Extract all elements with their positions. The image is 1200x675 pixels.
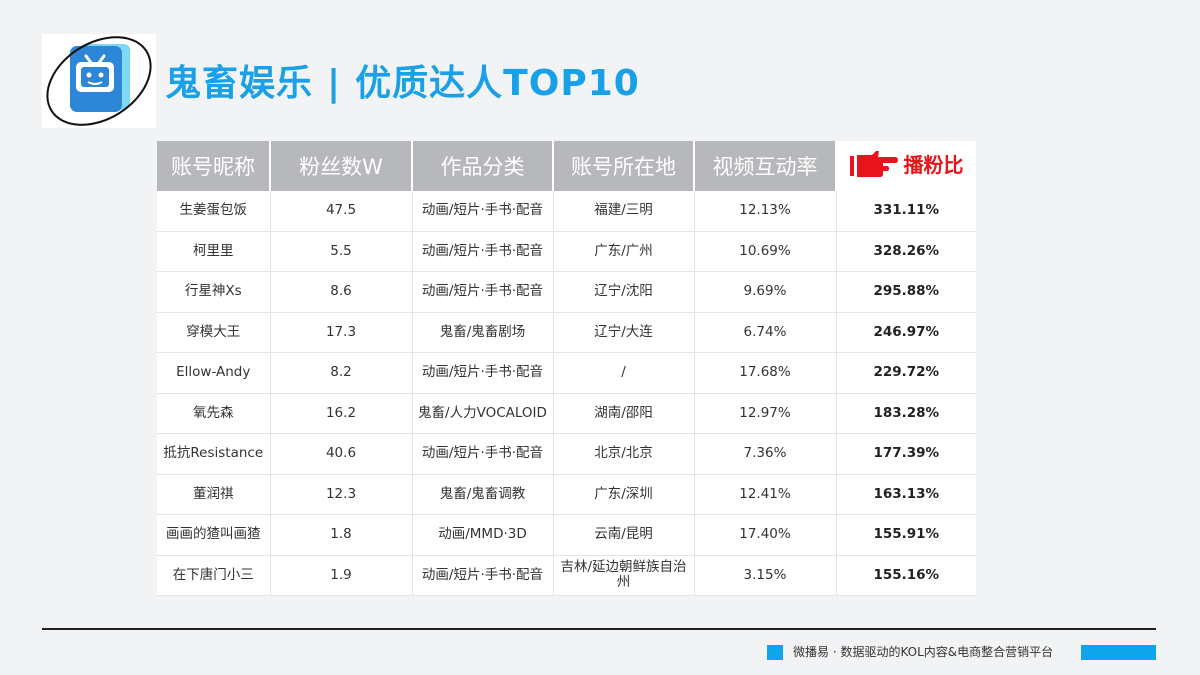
ratio-cell: 155.91%	[836, 514, 976, 556]
ratio-header-label: 播粉比	[903, 152, 964, 177]
table-header-row: 账号昵称 粉丝数W 作品分类 账号所在地 视频互动率 播粉比	[157, 141, 976, 191]
table-row: 在下唐门小三 1.9 动画/短片·手书·配音 吉林/延边朝鲜族自治州 3.15%…	[157, 555, 976, 596]
table-row: 画画的猹叫画猹 1.8 动画/MMD·3D 云南/昆明 17.40% 155.9…	[157, 514, 976, 556]
fans-cell: 1.9	[270, 555, 413, 596]
interaction-rate-cell: 10.69%	[694, 231, 837, 272]
category-logo	[42, 34, 156, 128]
category-cell: 鬼畜/人力VOCALOID	[412, 393, 554, 434]
location-cell: 云南/昆明	[553, 514, 695, 556]
ratio-cell: 163.13%	[836, 474, 976, 515]
location-cell: 广东/广州	[553, 231, 695, 272]
footer-square-mark	[767, 645, 783, 660]
location-cell: 福建/三明	[553, 191, 695, 232]
bottom-divider	[42, 628, 1156, 630]
table-row: 穿模大王 17.3 鬼畜/鬼畜剧场 辽宁/大连 6.74% 246.97%	[157, 312, 976, 353]
column-header-play-fan-ratio: 播粉比	[836, 141, 976, 191]
interaction-rate-cell: 6.74%	[694, 312, 837, 353]
interaction-rate-cell: 12.41%	[694, 474, 837, 515]
category-cell: 动画/MMD·3D	[412, 514, 554, 556]
nickname-cell: 穿模大王	[157, 312, 271, 353]
ratio-cell: 331.11%	[836, 191, 976, 232]
table-row: 行星神Xs 8.6 动画/短片·手书·配音 辽宁/沈阳 9.69% 295.88…	[157, 271, 976, 313]
nickname-cell: 画画的猹叫画猹	[157, 514, 271, 556]
ranking-table: 账号昵称 粉丝数W 作品分类 账号所在地 视频互动率 播粉比 生姜蛋包饭 47.…	[157, 141, 976, 596]
ratio-cell: 229.72%	[836, 352, 976, 394]
footer-accent-bar	[1081, 645, 1156, 660]
fans-cell: 16.2	[270, 393, 413, 434]
category-cell: 动画/短片·手书·配音	[412, 433, 554, 475]
nickname-cell: 生姜蛋包饭	[157, 191, 271, 232]
ratio-cell: 183.28%	[836, 393, 976, 434]
table-row: 氧先森 16.2 鬼畜/人力VOCALOID 湖南/邵阳 12.97% 183.…	[157, 393, 976, 434]
category-cell: 鬼畜/鬼畜剧场	[412, 312, 554, 353]
nickname-cell: 抵抗Resistance	[157, 433, 271, 475]
fans-cell: 17.3	[270, 312, 413, 353]
title-main: 鬼畜娱乐	[165, 63, 314, 104]
ratio-cell: 155.16%	[836, 555, 976, 596]
location-cell: /	[553, 352, 695, 394]
table-row: Ellow-Andy 8.2 动画/短片·手书·配音 / 17.68% 229.…	[157, 352, 976, 394]
title-sub: 优质达人TOP10	[355, 63, 640, 104]
ratio-cell: 295.88%	[836, 271, 976, 313]
column-header-location: 账号所在地	[553, 141, 695, 191]
column-header-nickname: 账号昵称	[157, 141, 271, 191]
fans-cell: 40.6	[270, 433, 413, 475]
table-row: 生姜蛋包饭 47.5 动画/短片·手书·配音 福建/三明 12.13% 331.…	[157, 191, 976, 232]
column-header-fans: 粉丝数W	[270, 141, 413, 191]
category-cell: 动画/短片·手书·配音	[412, 352, 554, 394]
interaction-rate-cell: 7.36%	[694, 433, 837, 475]
ratio-cell: 177.39%	[836, 433, 976, 475]
category-cell: 动画/短片·手书·配音	[412, 231, 554, 272]
fans-cell: 8.2	[270, 352, 413, 394]
location-cell: 广东/深圳	[553, 474, 695, 515]
nickname-cell: 行星神Xs	[157, 271, 271, 313]
interaction-rate-cell: 12.13%	[694, 191, 837, 232]
table-row: 董润祺 12.3 鬼畜/鬼畜调教 广东/深圳 12.41% 163.13%	[157, 474, 976, 515]
interaction-rate-cell: 17.40%	[694, 514, 837, 556]
location-cell: 辽宁/沈阳	[553, 271, 695, 313]
ratio-cell: 246.97%	[836, 312, 976, 353]
column-header-interaction-rate: 视频互动率	[694, 141, 837, 191]
location-cell: 辽宁/大连	[553, 312, 695, 353]
interaction-rate-cell: 9.69%	[694, 271, 837, 313]
ratio-cell: 328.26%	[836, 231, 976, 272]
fans-cell: 8.6	[270, 271, 413, 313]
nickname-cell: 董润祺	[157, 474, 271, 515]
pointing-hand-icon	[849, 149, 898, 184]
category-cell: 动画/短片·手书·配音	[412, 191, 554, 232]
nickname-cell: 柯里里	[157, 231, 271, 272]
fans-cell: 47.5	[270, 191, 413, 232]
title-separator: |	[327, 63, 342, 104]
interaction-rate-cell: 17.68%	[694, 352, 837, 394]
location-cell: 吉林/延边朝鲜族自治州	[553, 555, 695, 596]
page-title: 鬼畜娱乐 | 优质达人TOP10	[165, 58, 640, 110]
category-cell: 动画/短片·手书·配音	[412, 555, 554, 596]
fans-cell: 12.3	[270, 474, 413, 515]
table-row: 柯里里 5.5 动画/短片·手书·配音 广东/广州 10.69% 328.26%	[157, 231, 976, 272]
nickname-cell: 在下唐门小三	[157, 555, 271, 596]
location-cell: 湖南/邵阳	[553, 393, 695, 434]
fans-cell: 5.5	[270, 231, 413, 272]
footer-tagline: 微播易 · 数据驱动的KOL内容&电商整合营销平台	[793, 645, 1054, 659]
interaction-rate-cell: 12.97%	[694, 393, 837, 434]
category-cell: 动画/短片·手书·配音	[412, 271, 554, 313]
interaction-rate-cell: 3.15%	[694, 555, 837, 596]
tv-icon	[46, 36, 152, 126]
fans-cell: 1.8	[270, 514, 413, 556]
category-cell: 鬼畜/鬼畜调教	[412, 474, 554, 515]
location-cell: 北京/北京	[553, 433, 695, 475]
nickname-cell: Ellow-Andy	[157, 352, 271, 394]
table-row: 抵抗Resistance 40.6 动画/短片·手书·配音 北京/北京 7.36…	[157, 433, 976, 475]
column-header-category: 作品分类	[412, 141, 554, 191]
nickname-cell: 氧先森	[157, 393, 271, 434]
